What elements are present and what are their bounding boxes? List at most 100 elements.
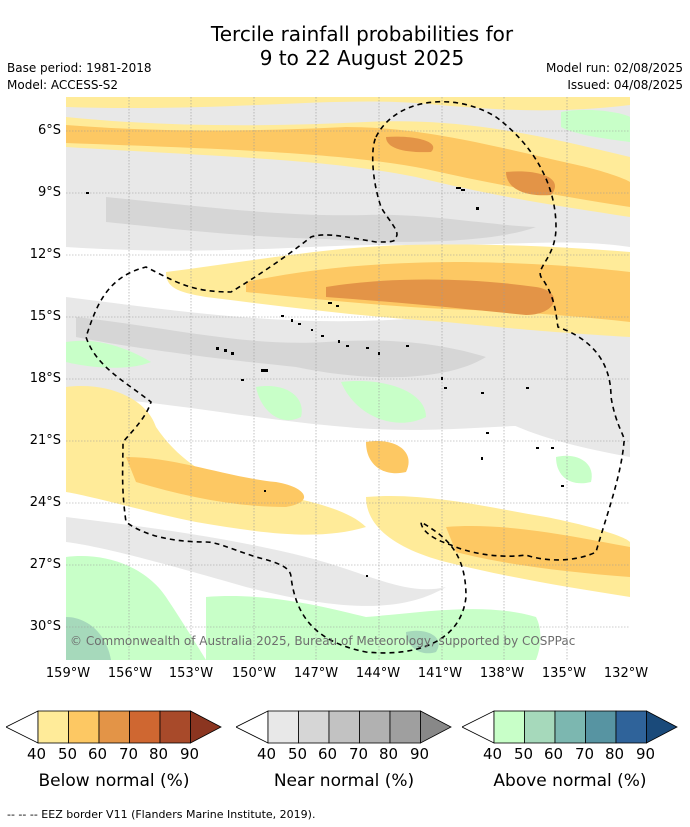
above-normal-patch-southwest: [66, 556, 206, 660]
x-tick: 147°W: [293, 666, 339, 681]
issued-date: Issued: 04/08/2025: [567, 78, 683, 92]
x-tick: 156°W: [107, 666, 153, 681]
y-tick: 24°S: [29, 495, 61, 510]
colorbar-label: 80: [605, 745, 625, 763]
x-tick: 159°W: [45, 666, 91, 681]
below-normal-band-west-2: [126, 457, 305, 507]
colorbar-below-segment: [68, 710, 100, 744]
colorbar-below-segment: [98, 710, 130, 744]
x-tick: 153°W: [168, 666, 214, 681]
y-tick: 30°S: [29, 619, 61, 634]
colorbar-above-segment: [585, 710, 617, 744]
colorbar-above-segment: [462, 710, 495, 744]
colorbar-near-segment: [389, 710, 421, 744]
graticule: [66, 97, 630, 660]
below-normal-band-north-3: [66, 125, 630, 207]
map-copyright: © Commonwealth of Australia 2025, Bureau…: [70, 634, 575, 648]
x-tick: 132°W: [603, 666, 649, 681]
colorbar-near-segment: [236, 710, 269, 744]
colorbar-near-title: Near normal (%): [273, 771, 415, 791]
colorbar-above-segment: [615, 710, 647, 744]
colorbar-label: 80: [149, 745, 169, 763]
y-tick: 21°S: [29, 433, 61, 448]
above-normal-patch-southwest-core: [66, 617, 111, 660]
y-tick: 18°S: [29, 371, 61, 386]
colorbar-below-segment: [37, 710, 69, 744]
colorbar-near-segment: [328, 710, 360, 744]
below-normal-core-north: [506, 171, 555, 196]
colorbar-label: 40: [27, 745, 47, 763]
y-tick: 27°S: [29, 557, 61, 572]
y-tick: 6°S: [37, 123, 61, 138]
colorbar-label: 70: [349, 745, 369, 763]
colorbar-above-segment: [646, 710, 678, 744]
x-tick: 135°W: [541, 666, 587, 681]
above-normal-patch-northeast: [561, 109, 630, 142]
model-run: Model run: 02/08/2025: [545, 61, 683, 75]
colorbar-above-normal: [462, 710, 678, 744]
colorbar-near-normal: [236, 710, 452, 744]
above-normal-patch-center-2: [341, 381, 426, 423]
colorbar-above-title: Above normal (%): [493, 771, 647, 791]
x-tick: 141°W: [417, 666, 463, 681]
meta-right: Model run: 02/08/2025 Issued: 04/08/2025: [546, 60, 683, 94]
y-tick: 9°S: [37, 185, 61, 200]
near-normal-area-east: [496, 357, 630, 457]
colorbar-below-title: Below normal (%): [38, 771, 190, 791]
x-tick: 150°W: [231, 666, 277, 681]
below-normal-core-north-2: [386, 136, 434, 153]
above-normal-patch-east: [556, 455, 592, 484]
eez-border: [85, 100, 626, 654]
colorbar-above-segment: [554, 710, 586, 744]
colorbar-label: 90: [636, 745, 656, 763]
above-normal-patch-west: [66, 340, 151, 368]
colorbar-near-segment: [267, 710, 299, 744]
eez-footnote: -- -- -- EEZ border V11 (Flanders Marine…: [7, 808, 316, 821]
colorbar-label: 90: [410, 745, 430, 763]
below-normal-patch-center: [366, 441, 409, 474]
title-line-2: 9 to 22 August 2025: [259, 46, 465, 70]
map-title: Tercile rainfall probabilities for 9 to …: [0, 22, 690, 70]
colorbar-below-segment: [190, 710, 222, 744]
meta-left: Base period: 1981-2018 Model: ACCESS-S2: [7, 60, 152, 94]
colorbar-label: 60: [544, 745, 564, 763]
colorbar-label: 70: [575, 745, 595, 763]
y-tick: 12°S: [29, 247, 61, 262]
colorbar-below-segment: [129, 710, 161, 744]
above-normal-patch-center: [256, 386, 302, 421]
x-tick: 144°W: [355, 666, 401, 681]
title-line-1: Tercile rainfall probabilities for: [210, 22, 514, 46]
colorbar-label: 70: [119, 745, 139, 763]
y-tick: 15°S: [29, 309, 61, 324]
near-normal-area-south: [66, 517, 446, 606]
colorbar-below-segment: [6, 710, 39, 744]
probability-map: © Commonwealth of Australia 2025, Bureau…: [66, 97, 630, 660]
colorbar-below-normal: [6, 710, 222, 744]
colorbar-label: 40: [483, 745, 503, 763]
below-normal-band-southeast: [446, 526, 630, 577]
colorbar-label: 80: [379, 745, 399, 763]
colorbar-above-segment: [524, 710, 556, 744]
below-normal-core-mid: [326, 279, 555, 315]
x-tick: 138°W: [479, 666, 525, 681]
near-normal-dark-north: [106, 197, 536, 242]
colorbar-near-segment: [420, 710, 452, 744]
colorbar-label: 50: [514, 745, 534, 763]
colorbar-above-segment: [493, 710, 525, 744]
base-period: Base period: 1981-2018: [7, 61, 152, 75]
colorbar-below-segment: [159, 710, 191, 744]
colorbar-label: 40: [257, 745, 277, 763]
model-name: Model: ACCESS-S2: [7, 78, 119, 92]
colorbar-label: 50: [58, 745, 78, 763]
above-normal-patch-south: [206, 596, 541, 660]
below-normal-band-north: [66, 97, 630, 111]
colorbar-label: 90: [180, 745, 200, 763]
colorbar-label: 50: [288, 745, 308, 763]
colorbar-label: 60: [88, 745, 108, 763]
colorbar-label: 60: [318, 745, 338, 763]
colorbar-near-segment: [298, 710, 330, 744]
near-normal-dark-mid: [76, 317, 486, 378]
colorbar-near-segment: [359, 710, 391, 744]
islands: [86, 187, 564, 577]
above-normal-patch-south-core: [406, 630, 439, 654]
